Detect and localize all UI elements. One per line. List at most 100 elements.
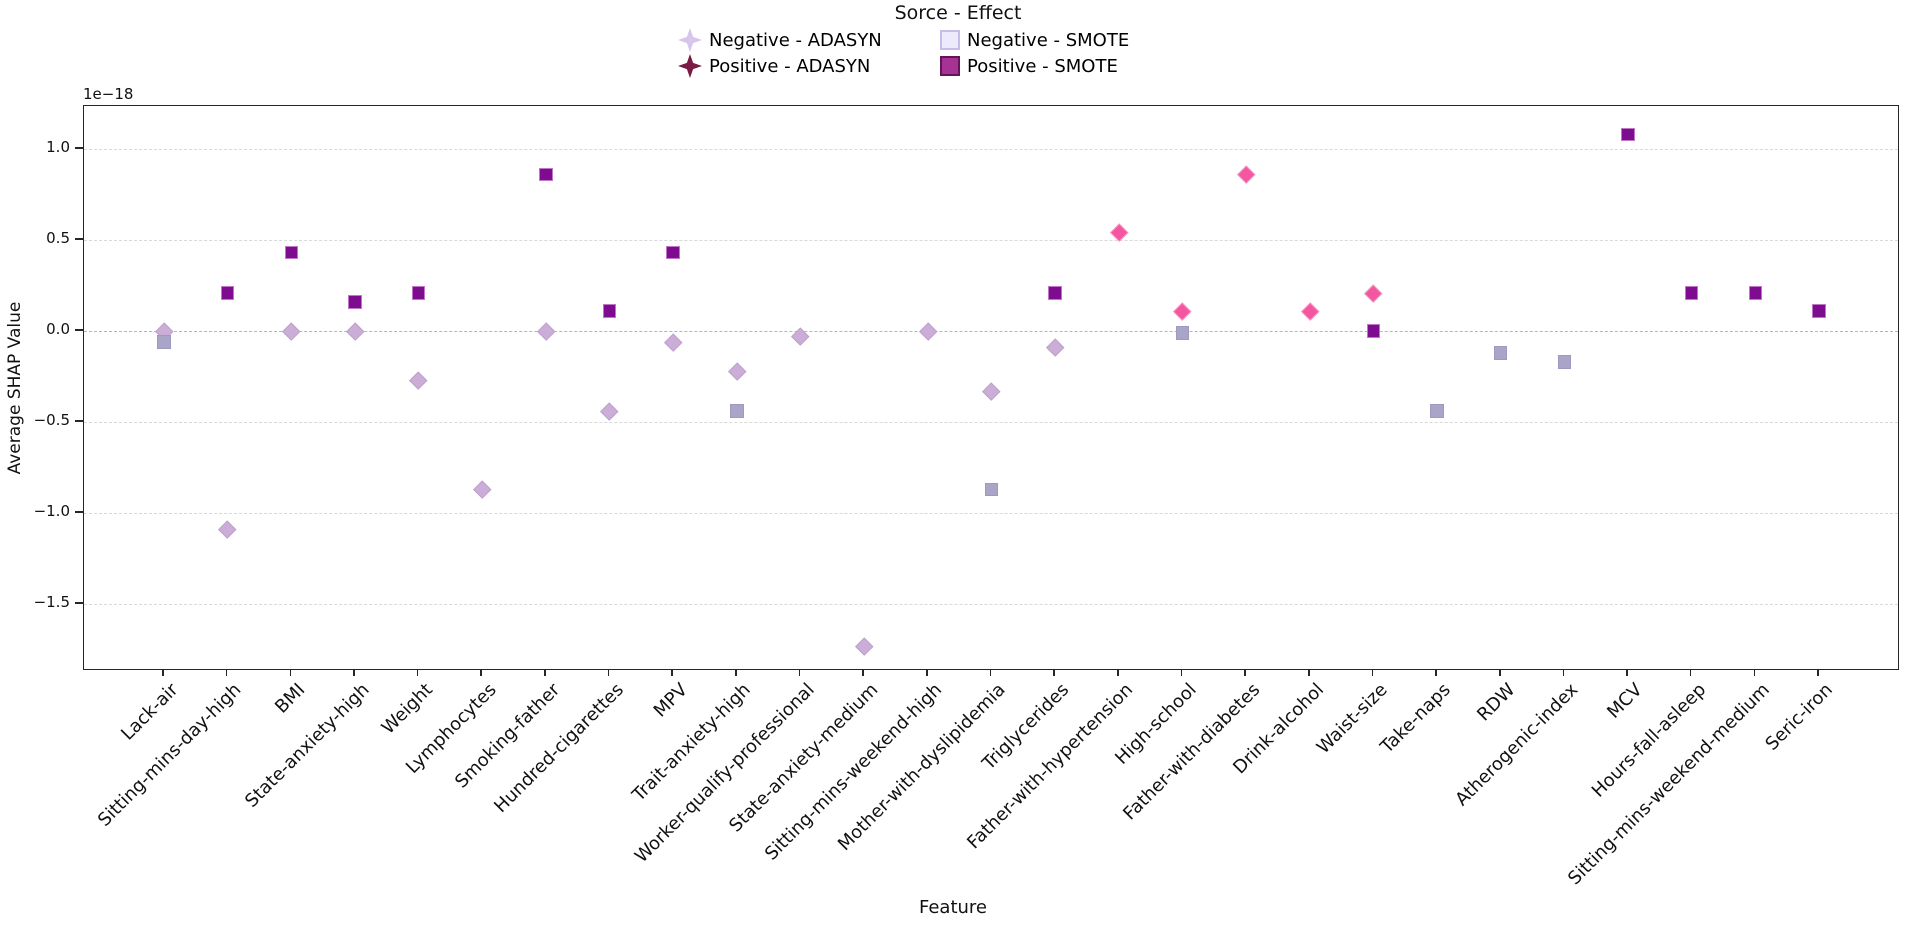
data-point-negative-adasyn-trait-anxiety-high [728,362,746,380]
data-point-positive-adasyn-father-with-hypertension [1109,223,1128,242]
data-point-positive-smote-state-anxiety-high [348,295,362,309]
x-tick-label-weight: Weight [377,679,437,739]
data-point-positive-smote-smoking-father [539,167,553,182]
data-point-negative-smote-take-naps [1430,404,1444,418]
x-tick-mark [416,670,419,676]
x-tick-label-trait-anxiety-high: Trait-anxiety-high [628,679,756,806]
data-point-negative-smote-atherogenic-index [1557,355,1572,369]
x-tick-label-seric-iron: Seric-iron [1761,679,1838,755]
legend-entry-negative-adasyn[interactable]: Negative - ADASYN [678,28,940,52]
x-tick-mark [353,670,355,676]
x-tick-mark [989,670,992,676]
x-tick-label-mpv: MPV [649,679,692,722]
legend-title: Sorce - Effect [894,2,1022,24]
y-tick-mark [75,238,83,240]
x-axis-title: Feature [918,897,988,918]
data-point-negative-smote-trait-anxiety-high [730,404,744,418]
y-tick-label: 1.0 [46,138,70,156]
x-tick-mark [1117,670,1119,676]
data-point-positive-smote-mpv [666,245,680,260]
y-tick-label: 0.0 [46,320,70,338]
legend-entries: Negative - ADASYN Negative - SMOTE Positiv… [678,28,1238,78]
x-tick-mark [1562,670,1565,676]
square-marker-icon [940,30,960,50]
data-point-positive-adasyn-father-with-diabetes [1237,165,1255,184]
x-tick-mark [225,670,228,676]
legend-entry-label: Negative - SMOTE [967,29,1130,51]
y-tick-mark [75,511,83,513]
x-tick-mark [162,670,164,676]
x-tick-mark [607,670,610,676]
legend-entry-positive-smote[interactable]: Positive - SMOTE [940,54,1238,78]
y-tick-mark [75,147,83,149]
x-tick-mark [798,670,801,676]
data-point-positive-smote-mcv [1621,127,1635,142]
legend-entry-label: Positive - ADASYN [709,55,871,77]
x-tick-mark [1180,670,1183,676]
data-point-negative-adasyn-mother-with-dyslipidemia [982,382,1001,400]
data-point-positive-smote-hundred-cigarettes [602,304,617,318]
square-marker-icon [940,56,960,76]
data-point-positive-adasyn-high-school [1173,302,1192,320]
data-point-negative-adasyn-state-anxiety-medium [855,637,874,655]
data-point-negative-adasyn-sitting-mins-day-high [218,520,237,539]
data-point-positive-smote-sitting-mins-day-high [220,286,235,300]
gridline-y-−0.5 [84,422,1898,423]
data-point-negative-adasyn-smoking-father [537,322,555,340]
data-point-negative-adasyn-lymphocytes [473,480,492,499]
sparkle-marker-icon [678,28,702,52]
data-point-negative-adasyn-state-anxiety-high [346,322,364,340]
data-point-positive-smote-seric-iron [1812,304,1826,318]
plot-area [83,105,1899,670]
x-tick-label-mcv: MCV [1602,679,1647,723]
y-axis-title: Average SHAP Value [5,301,25,475]
data-point-negative-adasyn-hundred-cigarettes [600,402,619,420]
x-tick-mark [1053,670,1055,676]
x-tick-label-hours-fall-asleep: Hours-fall-asleep [1587,679,1710,802]
data-point-positive-smote-weight [411,286,426,300]
data-point-positive-smote-bmi [284,245,299,260]
legend-entry-label: Negative - ADASYN [709,29,882,51]
data-point-negative-smote-high-school [1175,326,1190,340]
x-tick-mark [480,670,483,676]
x-tick-label-bmi: BMI [271,679,310,718]
y-tick-mark [75,329,83,331]
data-point-positive-adasyn-drink-alcohol [1300,302,1319,320]
data-point-positive-smote-triglycerides [1048,286,1062,300]
x-tick-mark [1689,670,1692,676]
gridline-y-1.0 [84,149,1898,150]
data-point-negative-adasyn-bmi [282,322,301,340]
data-point-negative-adasyn-triglycerides [1046,338,1064,357]
x-tick-mark [1626,670,1628,676]
x-tick-label-lack-air: Lack-air [116,679,183,745]
sparkle-marker-icon [678,54,702,78]
y-tick-label: −0.5 [33,411,70,429]
x-tick-mark [735,670,737,676]
data-point-positive-adasyn-waist-size [1364,283,1383,302]
legend-entry-positive-adasyn[interactable]: Positive - ADASYN [678,54,940,78]
x-tick-mark [1498,670,1501,676]
data-point-negative-smote-rdw [1493,346,1508,360]
legend-entry-negative-smote[interactable]: Negative - SMOTE [940,28,1238,52]
x-tick-mark [1244,670,1246,676]
x-tick-mark [1753,670,1756,676]
x-tick-mark [544,670,546,676]
x-tick-label-rdw: RDW [1472,679,1519,726]
legend-entry-label: Positive - SMOTE [967,55,1118,77]
gridline-y-−1.0 [84,513,1898,514]
legend: Sorce - Effect Negative - ADASYN Negative… [678,0,1238,78]
y-tick-mark [75,602,83,604]
y-tick-label: 0.5 [46,229,70,247]
x-tick-mark [1817,670,1819,676]
y-tick-mark [75,420,83,422]
x-tick-mark [1371,670,1374,676]
data-point-negative-smote-mother-with-dyslipidemia [984,482,999,497]
data-point-negative-adasyn-mpv [664,333,683,351]
gridline-y-0.0 [84,331,1898,332]
x-tick-mark [289,670,292,676]
x-tick-mark [671,670,674,676]
data-point-negative-smote-lack-air [157,335,171,349]
y-tick-label: −1.5 [33,593,70,611]
gridline-y-0.5 [84,240,1898,241]
gridline-y-−1.5 [84,604,1898,605]
